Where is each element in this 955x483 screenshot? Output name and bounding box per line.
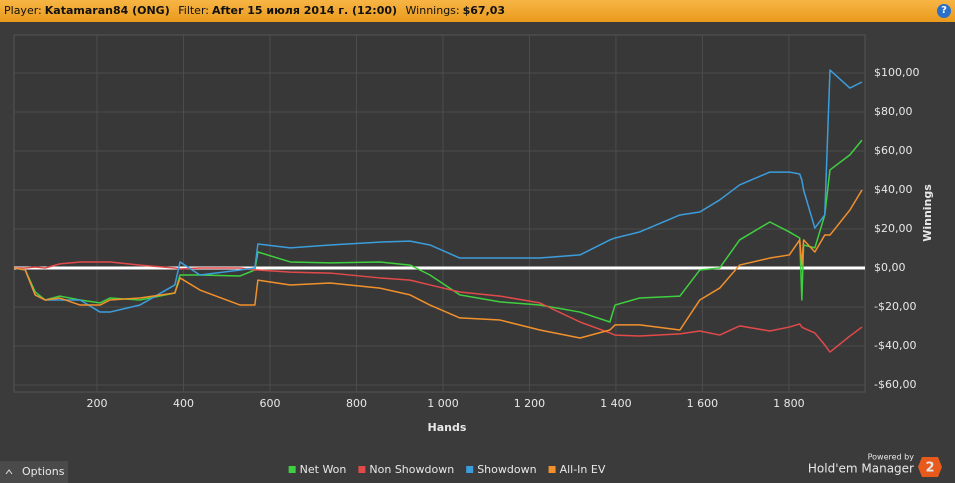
y-axis-label: Winnings (921, 184, 934, 242)
caret-icon (5, 469, 13, 475)
winnings: $67,03 (462, 4, 506, 17)
powered-by: Powered by (868, 453, 915, 462)
legend-label: Net Won (300, 463, 347, 476)
legend-label: Showdown (477, 463, 536, 476)
series-line (14, 261, 863, 353)
x-tick-label: 200 (87, 397, 108, 410)
options-bg (0, 461, 68, 483)
help-button[interactable]: ? (937, 4, 951, 18)
legend: Net Won Non Showdown Showdown All-In EV (288, 463, 606, 476)
x-tick-label: 1 000 (427, 397, 459, 410)
player-label: Player: (4, 4, 42, 17)
brand-badge: 2 (925, 461, 934, 476)
x-tick-label: 1 600 (687, 397, 719, 410)
options-button[interactable]: Options (0, 461, 68, 483)
legend-swatch (288, 466, 296, 473)
filter: After 15 июля 2014 г. (12:00) (212, 4, 398, 17)
legend-label: Non Showdown (369, 463, 454, 476)
y-tick-label: -$60,00 (874, 378, 916, 391)
x-axis-label: Hands (428, 421, 467, 434)
series-line (13, 139, 863, 323)
legend-label: All-In EV (560, 463, 606, 476)
options-label: Options (22, 465, 65, 478)
x-tick-label: 600 (259, 397, 280, 410)
series-line (13, 189, 863, 339)
x-tick-label: 1 800 (773, 397, 805, 410)
y-tick-label: $100,00 (874, 66, 920, 79)
plot-area (13, 34, 866, 393)
legend-swatch (548, 466, 556, 473)
y-tick-label: $0,00 (874, 261, 906, 274)
series-line (13, 69, 863, 313)
brand-badge-bg (918, 457, 942, 477)
y-tick-label: $60,00 (874, 144, 913, 157)
y-tick-label: -$20,00 (874, 300, 916, 313)
filter-label: Filter: (178, 4, 209, 17)
player: Katamaran84 (ONG) (44, 4, 170, 17)
x-tick-label: 400 (173, 397, 194, 410)
winnings-label: Winnings: (405, 4, 460, 17)
y-tick-label: $20,00 (874, 222, 913, 235)
x-tick-label: 1 200 (514, 397, 546, 410)
brand: Hold'em Manager (808, 462, 914, 476)
y-tick-label: $40,00 (874, 183, 913, 196)
legend-swatch (358, 466, 366, 473)
header-bar: Player: Katamaran84 (ONG) Filter: After 15… (0, 0, 955, 22)
legend-swatch (466, 466, 474, 473)
x-tick-label: 800 (346, 397, 367, 410)
x-tick-label: 1 400 (600, 397, 632, 410)
y-tick-label: $80,00 (874, 105, 913, 118)
y-tick-label: -$40,00 (874, 339, 916, 352)
